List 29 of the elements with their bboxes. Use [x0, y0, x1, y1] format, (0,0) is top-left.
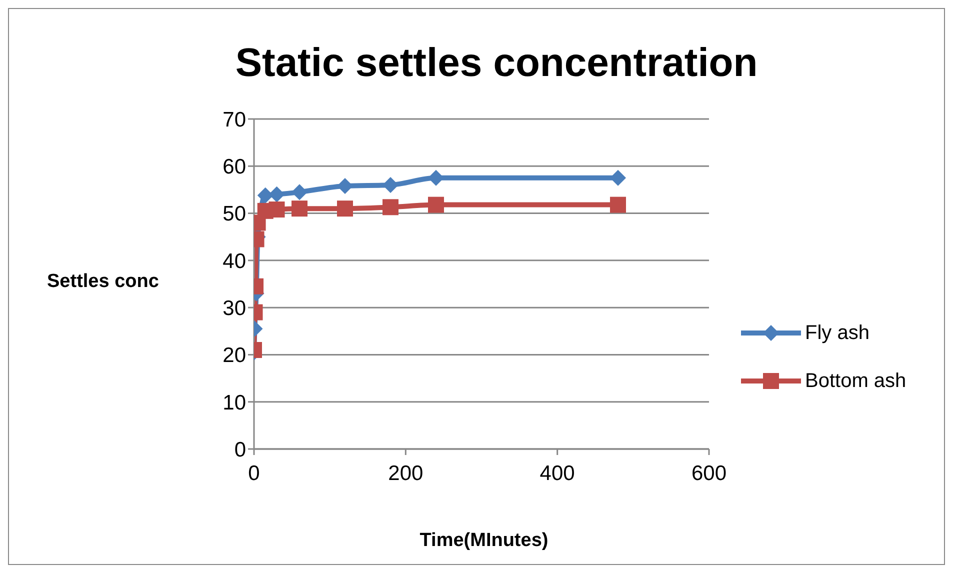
y-axis-title: Settles conc [47, 271, 159, 293]
x-axis-title: Time(MInutes) [418, 530, 550, 552]
point [268, 202, 285, 218]
point [382, 199, 398, 216]
point [292, 200, 308, 217]
point [337, 178, 353, 194]
point [382, 177, 398, 193]
y-tick-label: 10 [222, 391, 246, 414]
y-tick-label: 70 [222, 108, 246, 132]
x-tick-label: 600 [691, 462, 727, 485]
point [337, 200, 353, 217]
point [257, 187, 274, 204]
point [268, 186, 285, 202]
point [428, 196, 444, 213]
y-tick-label: 40 [222, 250, 246, 273]
y-tick-label: 0 [234, 438, 246, 462]
point [610, 196, 626, 213]
chart-title: Static settles concentration [234, 41, 759, 86]
y-tick-label: 30 [222, 297, 246, 320]
legend-label: Fly ash [805, 322, 870, 344]
y-tick-label: 50 [222, 202, 246, 226]
x-tick-label: 200 [388, 462, 424, 485]
y-tick-label: 60 [222, 156, 246, 179]
y-tick-label: 20 [222, 344, 246, 368]
point [428, 170, 444, 186]
x-tick-label: 400 [540, 462, 575, 485]
point [292, 184, 308, 200]
point [610, 170, 626, 186]
legend-label: Bottom ash [805, 370, 906, 392]
